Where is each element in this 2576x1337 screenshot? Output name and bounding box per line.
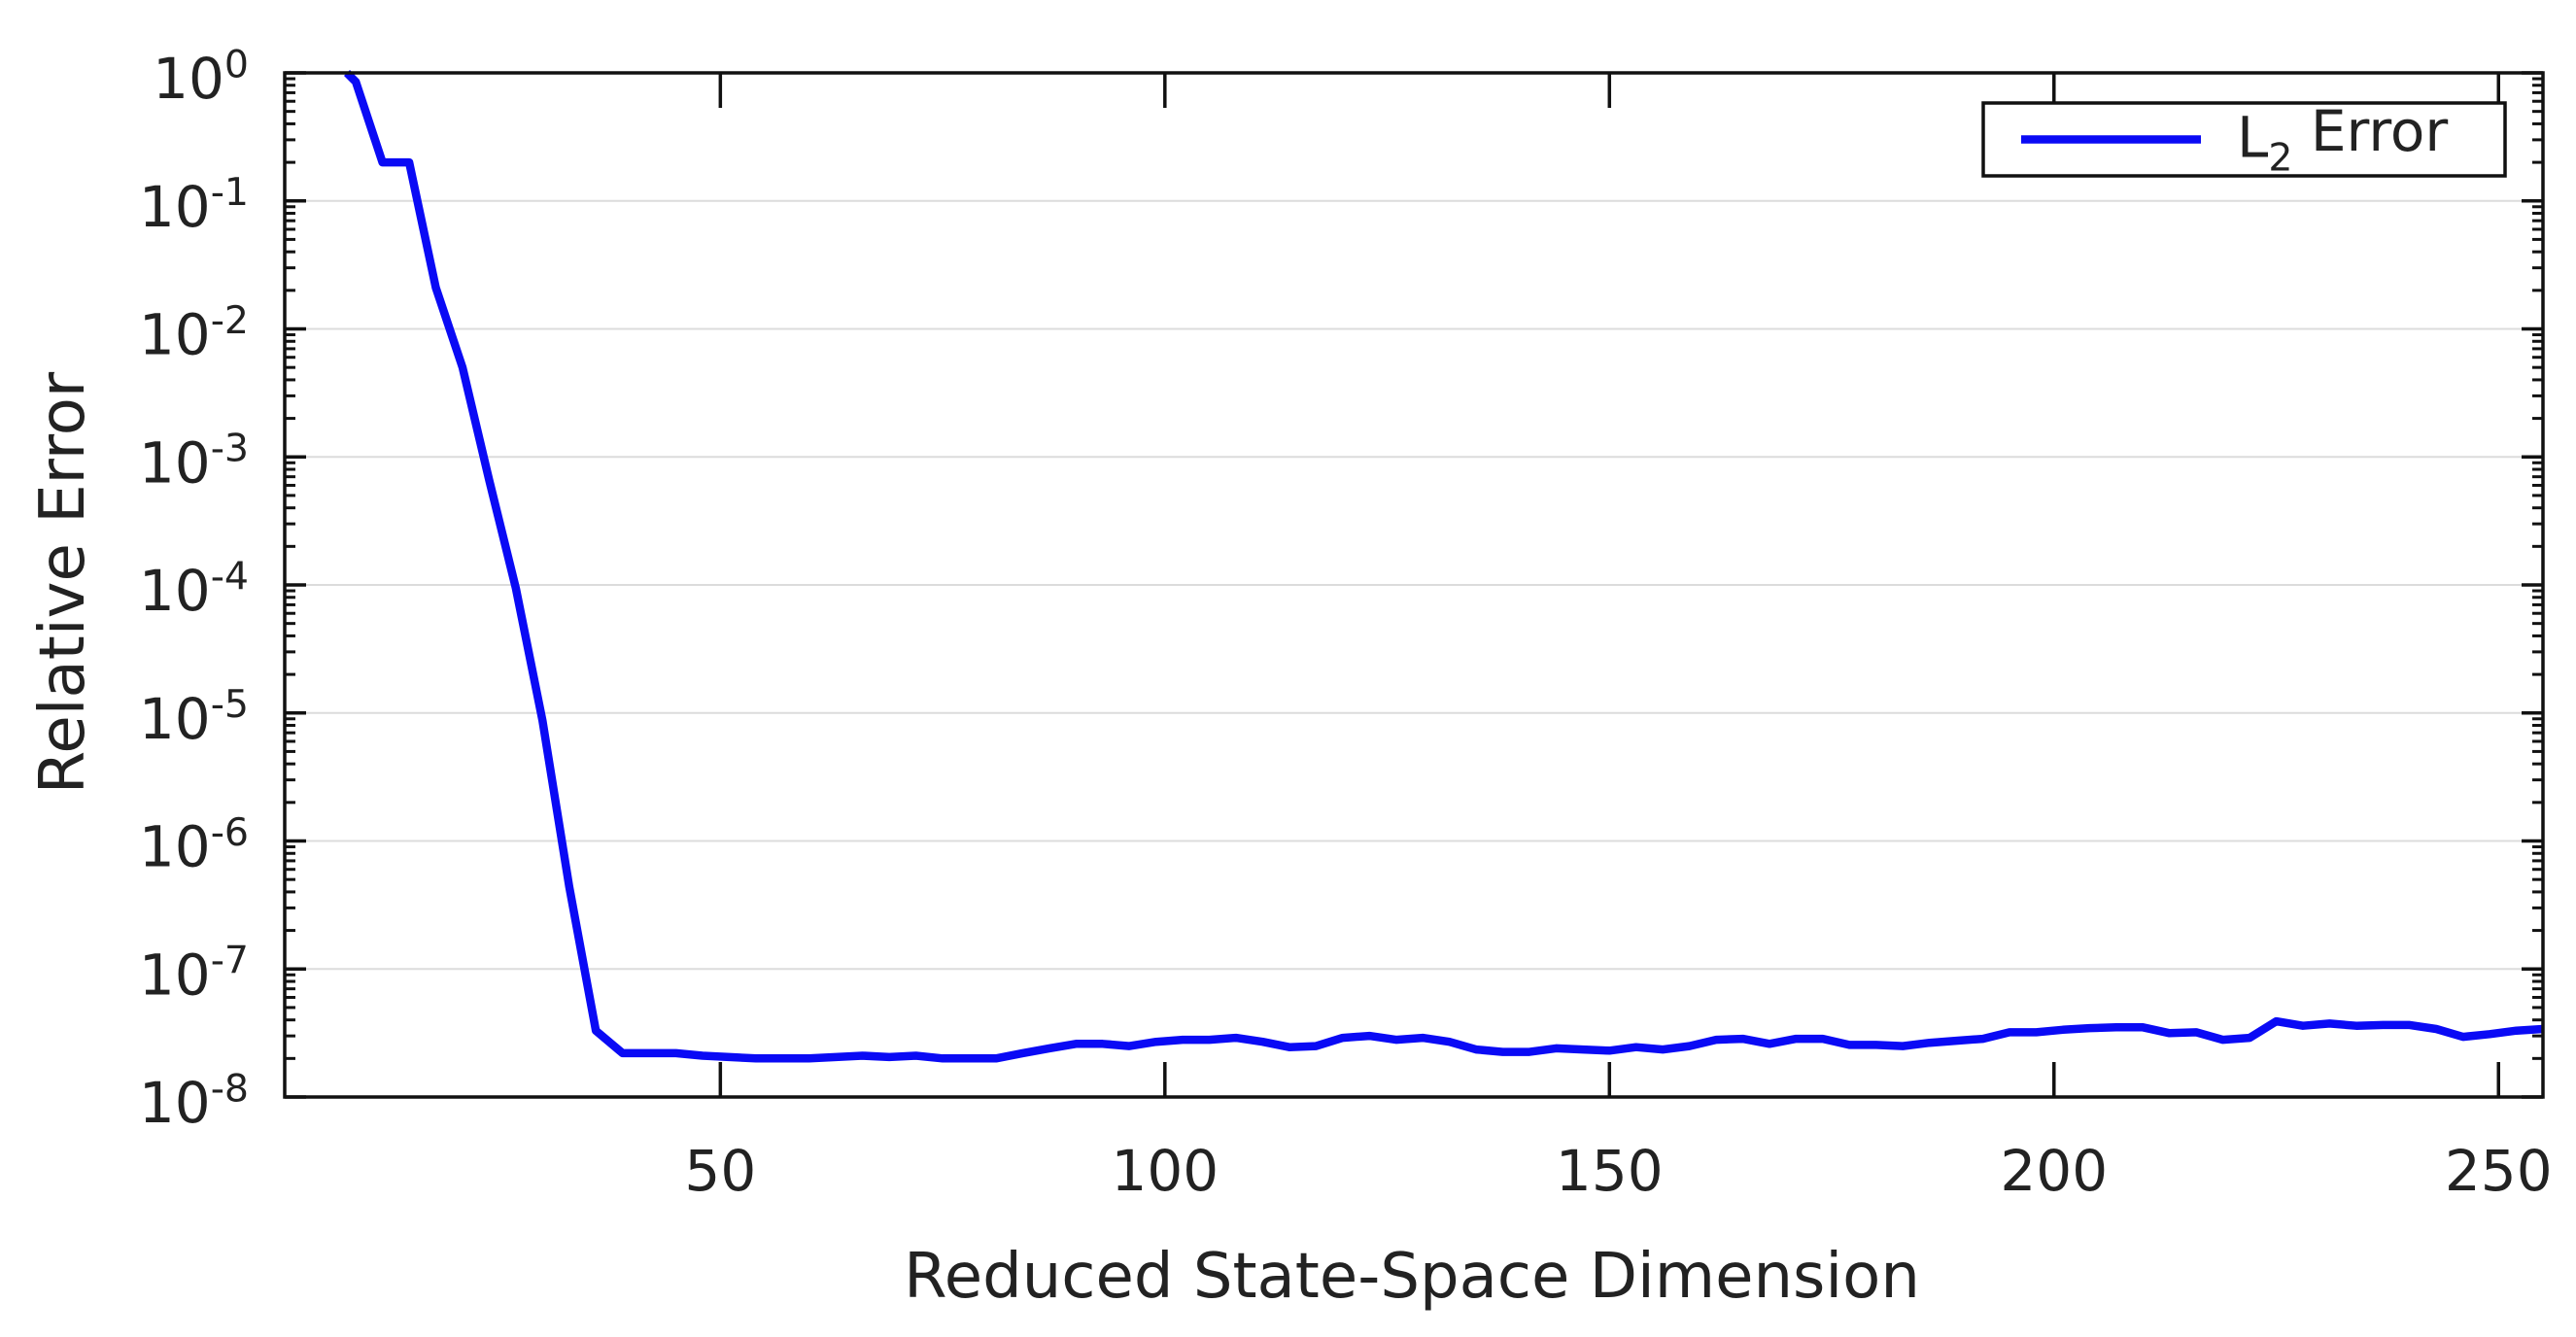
- y-tick-label: 10-1: [139, 170, 249, 240]
- x-tick-label: 250: [2445, 1138, 2553, 1204]
- y-axis-label: Relative Error: [27, 371, 99, 794]
- x-tick-label: 50: [684, 1138, 756, 1204]
- legend-box: [1981, 101, 2507, 178]
- y-tick-label: 10-7: [139, 939, 249, 1009]
- y-tick-label: 10-6: [139, 810, 249, 880]
- y-tick-label: 10-3: [139, 427, 249, 497]
- legend-label: L2 Error: [2237, 98, 2448, 180]
- plot-frame: [283, 71, 2545, 1099]
- x-tick-label: 100: [1111, 1138, 1219, 1204]
- x-tick-label: 150: [1556, 1138, 1664, 1204]
- x-tick-label: 200: [2000, 1138, 2108, 1204]
- y-tick-label: 10-4: [139, 554, 249, 624]
- y-tick-label: 10-2: [139, 298, 249, 368]
- y-tick-label: 100: [153, 42, 249, 112]
- data-line: [343, 70, 2543, 1063]
- y-tick-label: 10-8: [139, 1066, 249, 1136]
- x-axis-label: Reduced State-Space Dimension: [904, 1241, 1920, 1313]
- y-tick-label: 10-5: [139, 682, 249, 752]
